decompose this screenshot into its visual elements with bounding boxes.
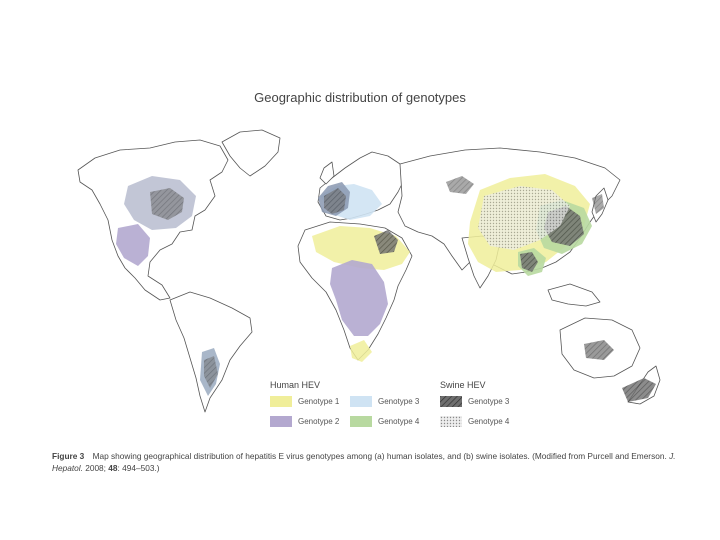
swine-genotype3-africa [374, 230, 398, 254]
swine-genotype3-new-zealand [622, 378, 656, 402]
caption-pages: : 494–503.) [117, 463, 160, 473]
caption-volume: 48 [108, 463, 118, 473]
legend-human-group: Human HEV [270, 380, 470, 394]
figure-caption: Figure 3 Map showing geographical distri… [52, 450, 682, 474]
legend-human-genotype1: Genotype 1 [270, 396, 339, 407]
legend-swatch-hatch [440, 396, 462, 407]
legend-swatch [270, 416, 292, 427]
swine-genotype3-japan [592, 194, 604, 214]
swine-genotype3-australia [584, 340, 614, 360]
legend-label: Genotype 4 [468, 417, 510, 426]
legend-human-heading: Human HEV [270, 380, 321, 390]
legend-label: Genotype 4 [378, 417, 420, 426]
legend-human-genotype2: Genotype 2 [270, 416, 339, 427]
swine-genotype3-south-america [204, 356, 218, 388]
swine-genotype3-europe [324, 188, 346, 214]
swine-genotype-regions [150, 176, 656, 402]
greenland-outline [221, 129, 281, 177]
swine-genotype3-north-america [150, 188, 184, 220]
caption-journal: J. Hepatol. [52, 451, 676, 473]
region-genotype2-mexico [116, 224, 150, 266]
swine-genotype3-siberia [446, 176, 474, 194]
legend-swine-genotype4: Genotype 4 [440, 416, 509, 427]
legend-swatch-dots [440, 416, 462, 427]
uk-outline [319, 161, 335, 185]
region-genotype2-africa [330, 260, 388, 336]
legend-swatch [270, 396, 292, 407]
legend-human-genotype3: Genotype 3 [350, 396, 419, 407]
region-genotype1-south-africa [350, 340, 372, 362]
legend-swine-heading: Swine HEV [440, 380, 486, 390]
legend-swine-group: Swine HEV [440, 380, 590, 394]
caption-text: Map showing geographical distribution of… [92, 451, 667, 461]
figure-label: Figure 3 [52, 451, 85, 461]
legend-swine-genotype3: Genotype 3 [440, 396, 509, 407]
swine-genotype4-asia [478, 186, 570, 250]
legend-swatch [350, 396, 372, 407]
caption-year: 2008; [85, 463, 106, 473]
legend-label: Genotype 2 [298, 417, 340, 426]
legend-swatch [350, 416, 372, 427]
legend-label: Genotype 1 [298, 397, 340, 406]
legend-label: Genotype 3 [378, 397, 420, 406]
legend: Human HEV Genotype 1 Genotype 3 Genotype… [270, 380, 670, 442]
legend-label: Genotype 3 [468, 397, 510, 406]
legend-human-genotype4: Genotype 4 [350, 416, 419, 427]
swine-genotype3-southeast-asia [520, 252, 538, 272]
southeast-asia-islands [547, 283, 601, 307]
map-title: Geographic distribution of genotypes [254, 90, 466, 105]
